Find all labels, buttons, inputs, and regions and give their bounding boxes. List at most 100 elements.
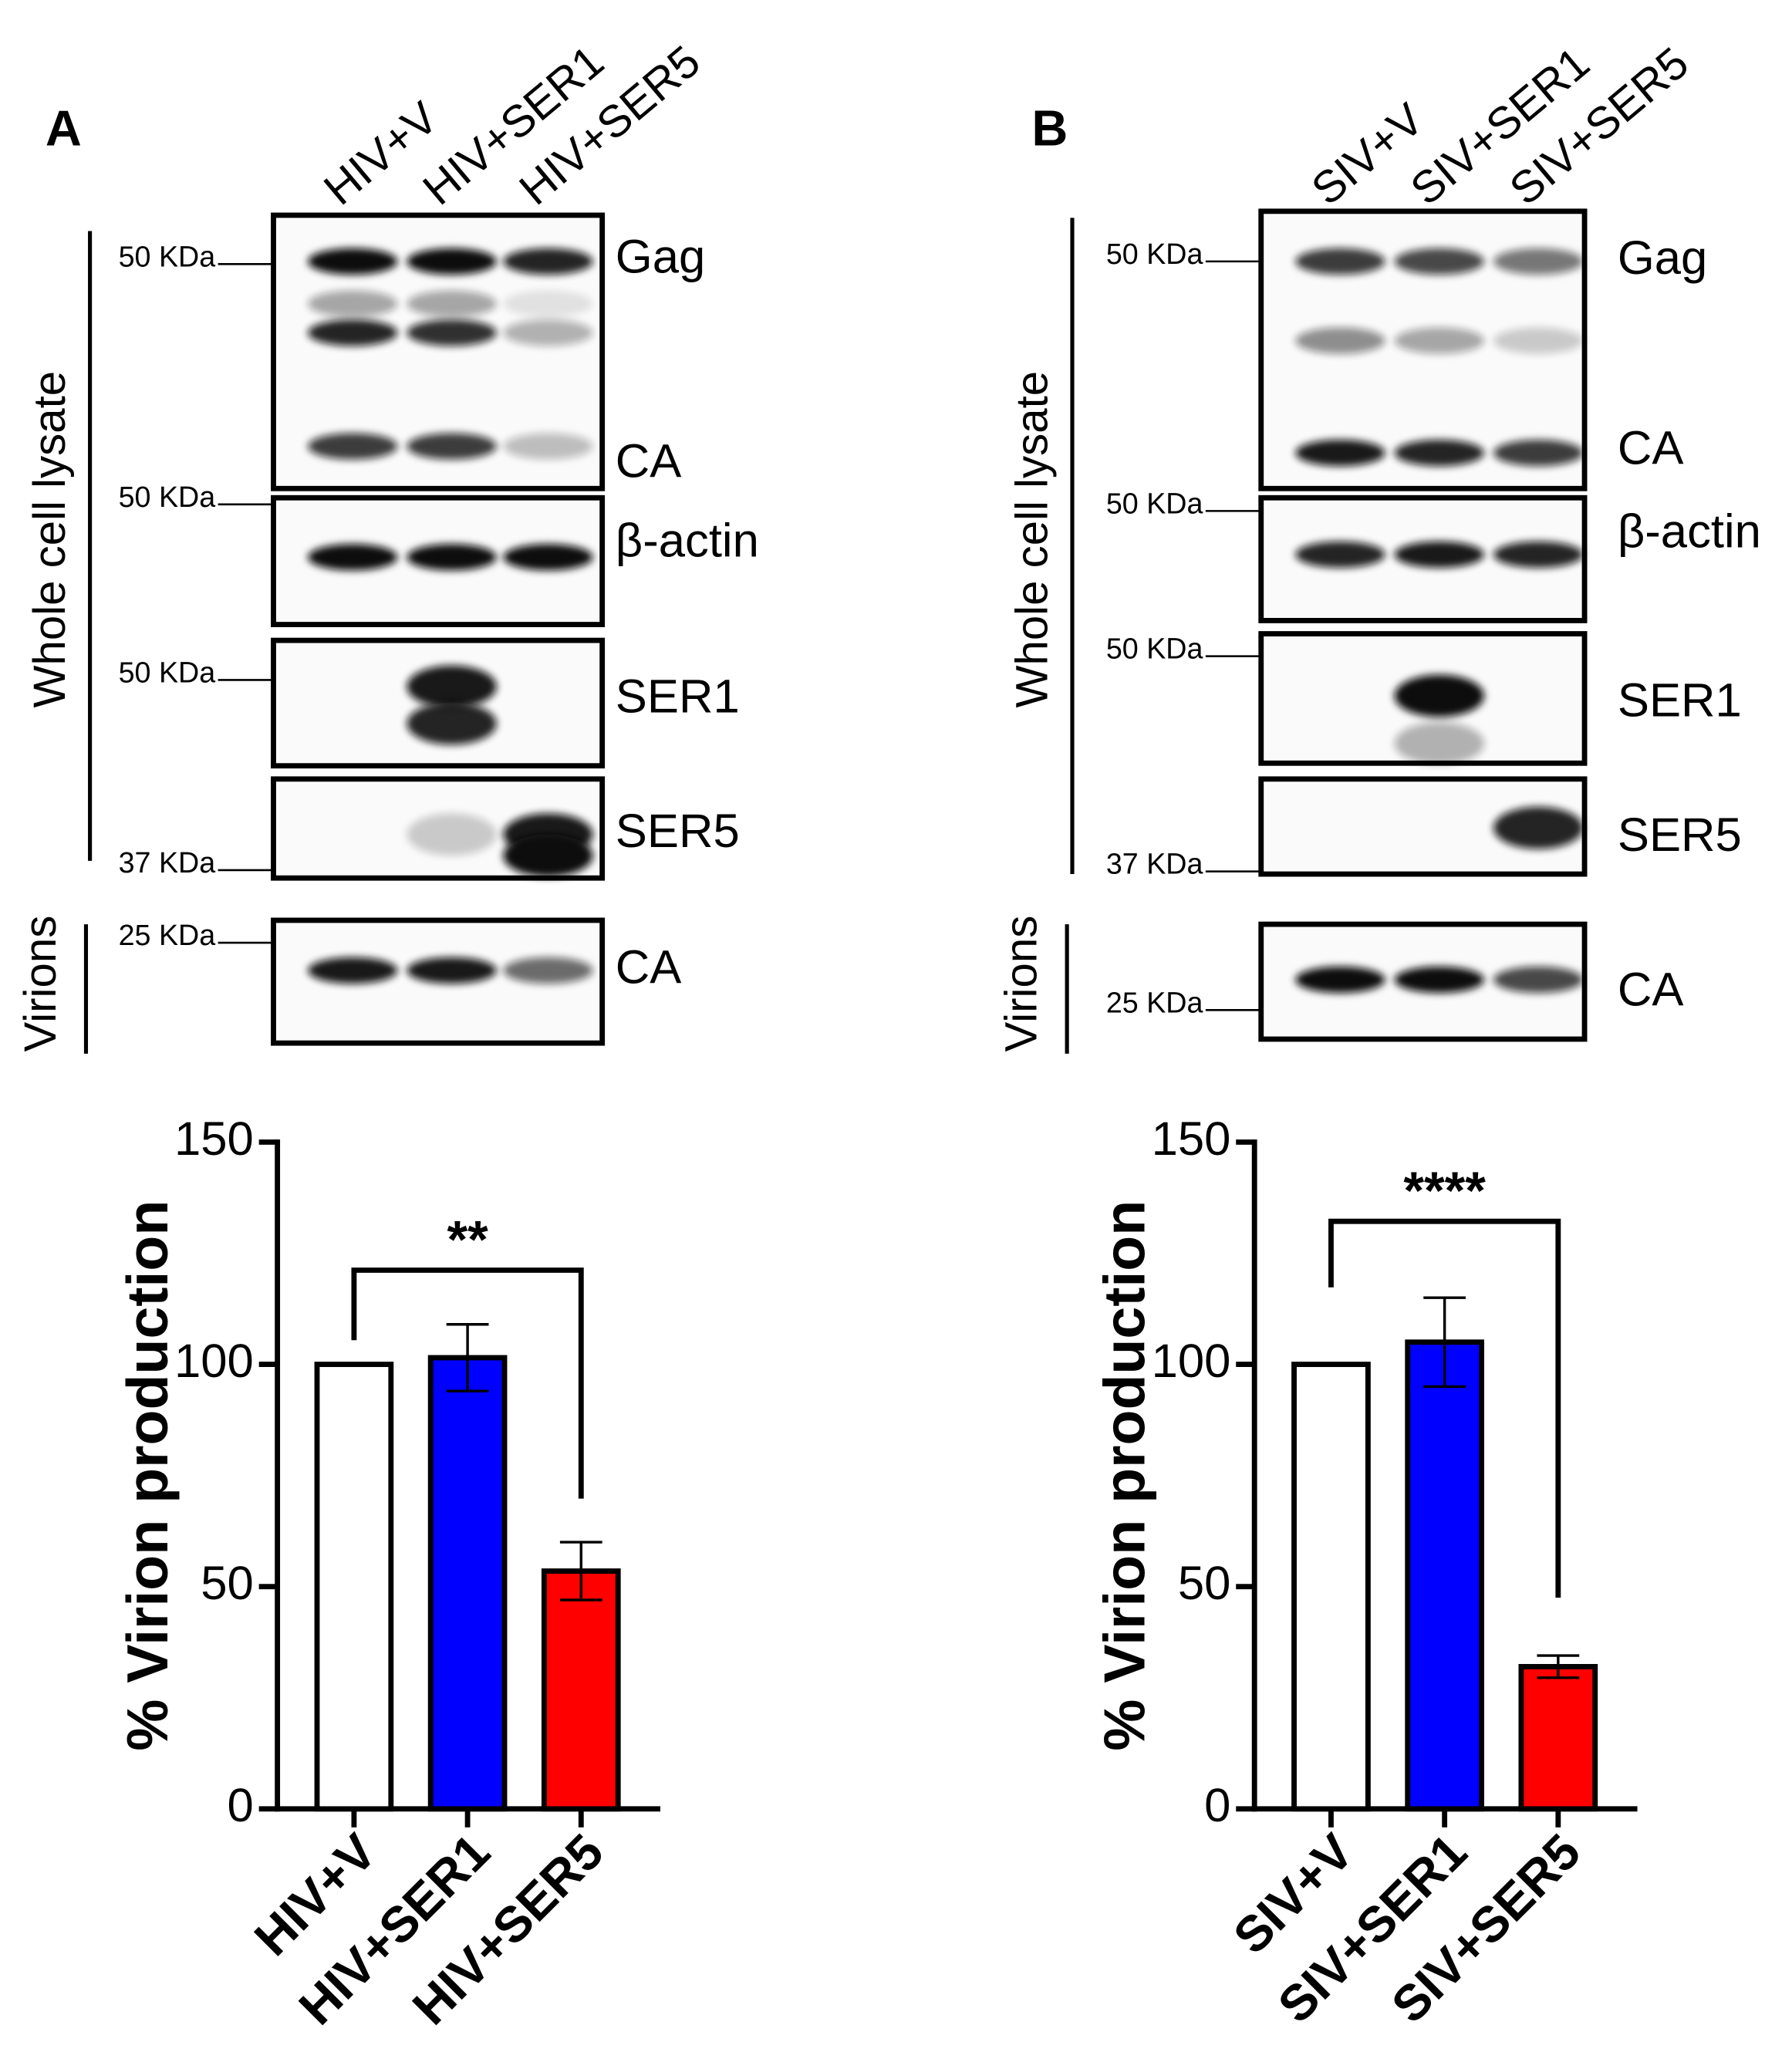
y-tick-label: 0 [228,1779,254,1832]
band-label: SER5 [616,805,740,858]
blot-band [503,290,593,317]
bar [1518,1664,1598,1812]
lane-label: HIV+V [315,92,447,214]
blot-band [1394,674,1484,717]
blot-band [407,290,497,317]
blot-band [1493,806,1584,849]
error-bar [446,1323,489,1392]
blot-band [1394,439,1484,467]
y-tick-label: 150 [1152,1112,1231,1166]
band-label: CA [616,435,682,488]
blot-band [503,319,593,346]
blot-band [407,248,497,275]
blot-band [308,433,398,460]
blot-frame [1258,631,1588,766]
marker-label: 37 KDa [119,846,216,879]
bar [541,1568,621,1812]
bar [1291,1362,1371,1812]
significance-bracket [351,1267,584,1499]
error-bar [559,1541,602,1602]
blot-band [1493,439,1584,467]
blot-band [308,544,398,571]
blot-band [503,957,593,984]
panel-letter: B [1031,100,1068,156]
blot-band [1295,966,1385,994]
significance-label: **** [1403,1161,1486,1220]
blot-frame [1258,776,1588,877]
blot-frame [271,494,606,627]
y-tick-label: 50 [1178,1557,1231,1610]
blot-band [1394,966,1484,994]
band-label: SER1 [1618,674,1742,727]
band-label: SER5 [1618,808,1742,862]
y-tick-label: 150 [174,1112,254,1166]
blot-band [308,319,398,346]
blot-frame [1258,921,1588,1042]
marker-label: 50 KDa [1106,238,1203,270]
panel-letter: A [46,100,82,156]
blot-band [503,433,593,460]
blot-frame [271,212,606,491]
band-label: β-actin [616,514,759,567]
blot-band [1394,248,1484,275]
marker-label: 50 KDa [119,481,216,513]
marker-label: 50 KDa [1106,487,1203,519]
y-tick-label: 50 [201,1557,254,1610]
group-label: Whole cell lysate [1007,371,1057,708]
band-label: CA [1618,422,1684,475]
y-tick-label: 100 [1152,1335,1231,1388]
y-tick-label: 100 [174,1335,254,1388]
blot-frame [271,776,606,881]
blot-band [407,665,497,708]
blot-band [1493,541,1584,568]
band-label: Gag [1618,231,1707,285]
blot-band [1295,541,1385,568]
significance-label: ** [447,1210,488,1269]
blot-band [1295,327,1385,354]
blot-band [407,957,497,984]
marker-label: 50 KDa [1106,633,1203,665]
blot-band [1295,439,1385,467]
marker-label: 37 KDa [1106,848,1203,880]
marker-label: 50 KDa [119,656,216,689]
blot-band [407,813,497,856]
y-tick-label: 0 [1204,1779,1230,1832]
blot-band [1394,327,1484,354]
marker-label: 25 KDa [119,919,216,951]
blot-band [407,433,497,460]
error-bar [1423,1296,1466,1389]
blot-band [308,248,398,275]
blot-band [1493,327,1584,354]
lane-label: SIV+V [1302,93,1433,214]
blot-band [308,957,398,984]
blot-band [503,248,593,275]
group-label: Whole cell lysate [25,371,75,708]
blot-band [308,290,398,317]
marker-label: 50 KDa [119,240,216,272]
y-axis-label: % Virion production [115,1200,180,1751]
band-label: β-actin [1618,505,1761,558]
blot-band [407,544,497,571]
blot-frame [1258,494,1588,623]
blot-band [407,702,497,745]
blot-band [1394,722,1484,764]
blot-band [1394,541,1484,568]
band-label: CA [616,940,682,994]
blot-band [1295,248,1385,275]
bar [1405,1339,1484,1812]
bar [314,1362,394,1812]
blot-band [1493,966,1584,994]
significance-bracket [1328,1218,1561,1598]
y-axis-label: % Virion production [1092,1200,1156,1751]
band-label: SER1 [616,670,740,723]
group-label: Virions [997,916,1047,1052]
bar [427,1355,508,1812]
group-label: Virions [15,916,66,1052]
blot-band [407,319,497,346]
blot-frame [1258,208,1588,491]
blot-band [503,834,593,877]
band-label: CA [1618,963,1684,1016]
marker-label: 25 KDa [1106,986,1203,1018]
band-label: Gag [616,230,705,283]
